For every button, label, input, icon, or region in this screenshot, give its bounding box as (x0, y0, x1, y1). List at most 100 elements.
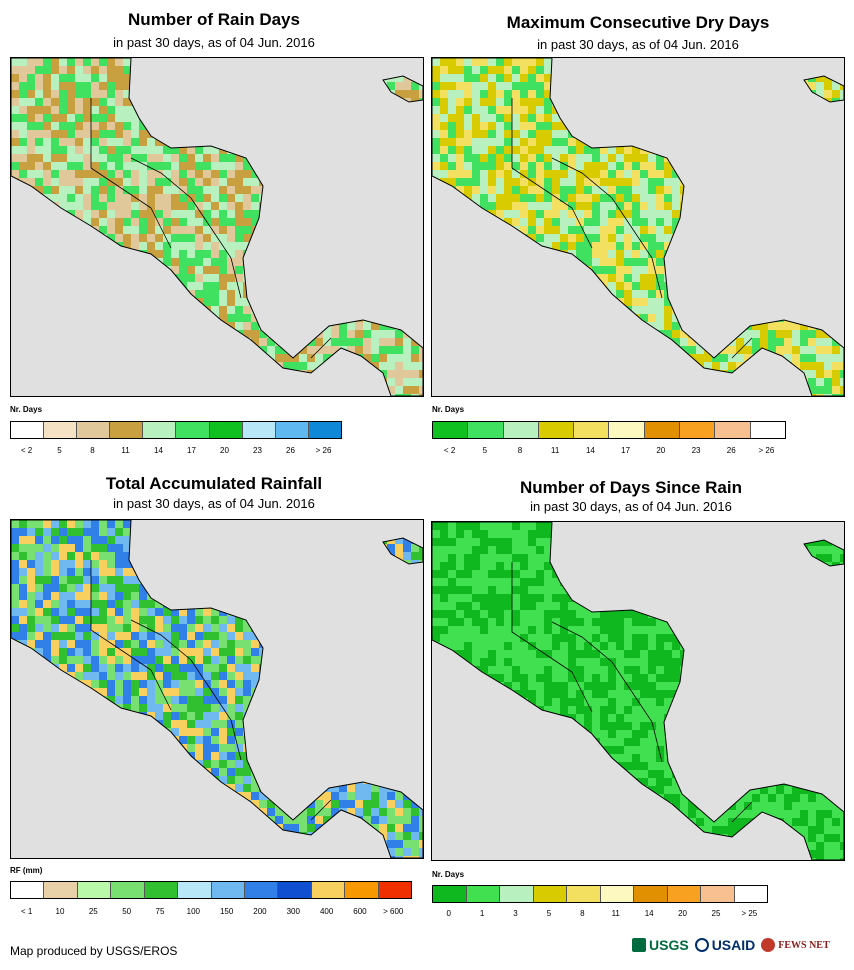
raster-cell (235, 370, 243, 378)
raster-cell (67, 528, 75, 536)
raster-cell (203, 242, 211, 250)
raster-cell (19, 266, 27, 274)
raster-cell (832, 306, 840, 314)
raster-cell (520, 210, 528, 218)
raster-cell (299, 234, 307, 242)
raster-cell (688, 130, 696, 138)
raster-cell (115, 194, 123, 202)
raster-cell (171, 560, 179, 568)
raster-cell (552, 90, 560, 98)
raster-cell (704, 378, 712, 386)
raster-cell (219, 122, 227, 130)
raster-cell (179, 106, 187, 114)
raster-cell (600, 322, 608, 330)
raster-cell (664, 282, 672, 290)
raster-cell (440, 74, 448, 82)
raster-cell (736, 170, 744, 178)
raster-cell (227, 576, 235, 584)
raster-cell (800, 170, 808, 178)
raster-cell (576, 98, 584, 106)
raster-cell (680, 66, 688, 74)
raster-cell (472, 370, 480, 378)
raster-cell (640, 394, 648, 396)
raster-cell (432, 218, 440, 226)
raster-cell (568, 146, 576, 154)
raster-cell (51, 218, 59, 226)
raster-cell (688, 74, 696, 82)
panel-1-title: Number of Rain Days (128, 10, 300, 29)
raster-cell (752, 218, 760, 226)
raster-cell (808, 338, 816, 346)
raster-cell (347, 290, 355, 298)
raster-cell (840, 74, 844, 82)
raster-cell (640, 202, 648, 210)
raster-cell (664, 226, 672, 234)
raster-cell (195, 250, 203, 258)
raster-cell (800, 234, 808, 242)
raster-cell (640, 362, 648, 370)
raster-cell (720, 146, 728, 154)
raster-cell (512, 122, 520, 130)
raster-cell (411, 552, 419, 560)
raster-cell (656, 122, 664, 130)
raster-cell (512, 66, 520, 74)
raster-cell (131, 298, 139, 306)
raster-cell (299, 584, 307, 592)
raster-cell (728, 210, 736, 218)
raster-cell (552, 186, 560, 194)
raster-cell (91, 544, 99, 552)
raster-cell (19, 138, 27, 146)
raster-cell (275, 82, 283, 90)
raster-cell (211, 66, 219, 74)
raster-cell (35, 74, 43, 82)
raster-cell (211, 202, 219, 210)
legend-label: < 2 (443, 446, 456, 455)
raster-cell (419, 210, 423, 218)
raster-cell (91, 338, 99, 346)
raster-cell (91, 362, 99, 370)
raster-cell (179, 354, 187, 362)
raster-cell (363, 322, 371, 330)
raster-cell (147, 146, 155, 154)
raster-cell (403, 290, 411, 298)
raster-cell (75, 354, 83, 362)
raster-cell (480, 114, 488, 122)
raster-cell (131, 202, 139, 210)
raster-cell (832, 154, 840, 162)
raster-cell (648, 170, 656, 178)
raster-cell (776, 58, 784, 66)
raster-cell (251, 362, 259, 370)
raster-cell (19, 576, 27, 584)
raster-cell (496, 282, 504, 290)
raster-cell (544, 122, 552, 130)
raster-cell (115, 386, 123, 394)
raster-cell (91, 90, 99, 98)
raster-cell (808, 66, 816, 74)
raster-cell (584, 274, 592, 282)
raster-cell (267, 362, 275, 370)
raster-cell (395, 520, 403, 528)
raster-cell (672, 146, 680, 154)
raster-cell (259, 568, 267, 576)
raster-cell (347, 226, 355, 234)
raster-cell (816, 90, 824, 98)
raster-cell (123, 394, 131, 396)
raster-cell (379, 528, 387, 536)
raster-cell (339, 210, 347, 218)
raster-cell (155, 536, 163, 544)
raster-cell (211, 378, 219, 386)
raster-cell (275, 226, 283, 234)
raster-cell (307, 130, 315, 138)
raster-cell (816, 58, 824, 66)
raster-cell (648, 114, 656, 122)
raster-cell (83, 394, 91, 396)
raster-cell (592, 354, 600, 362)
raster-cell (235, 338, 243, 346)
raster-cell (147, 520, 155, 528)
raster-cell (504, 82, 512, 90)
raster-cell (187, 202, 195, 210)
raster-cell (824, 170, 832, 178)
raster-cell (371, 58, 379, 66)
raster-cell (456, 194, 464, 202)
raster-cell (432, 354, 440, 362)
